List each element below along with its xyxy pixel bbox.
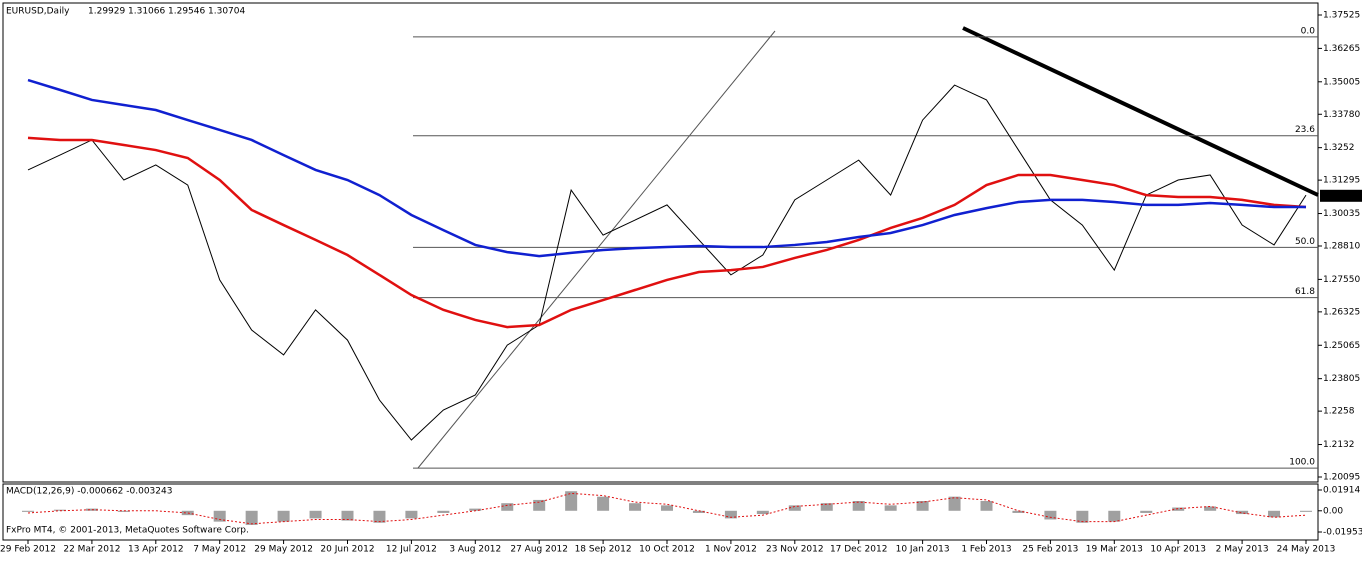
macd-bar	[1268, 510, 1281, 518]
macd-bar	[117, 510, 130, 512]
macd-bar	[533, 499, 546, 511]
x-tick-label: 10 Apr 2013	[1150, 545, 1206, 555]
price-line	[27, 84, 1307, 441]
main-frame	[2, 2, 1319, 483]
macd-bar	[916, 501, 929, 511]
macd-bar	[1076, 510, 1089, 523]
x-tick-label: 19 Mar 2013	[1086, 545, 1143, 555]
y-tick-label: 1.2258	[1323, 407, 1355, 417]
fib-label: 23.6	[1295, 125, 1315, 135]
x-tick-label: 7 May 2012	[193, 545, 246, 555]
header-symbol: EURUSD,Daily	[6, 7, 70, 17]
macd-bar	[1140, 510, 1153, 513]
price-line	[27, 136, 1307, 329]
macd-bar	[181, 510, 194, 516]
macd-bar	[1108, 510, 1121, 522]
y-tick-label: 1.30035	[1323, 209, 1360, 219]
macd-bar	[1012, 510, 1025, 513]
y-tick-label: 1.23805	[1323, 374, 1360, 384]
y-tick-label: 1.35005	[1323, 77, 1360, 87]
y-tick-label: 1.36265	[1323, 44, 1360, 54]
trend-line	[962, 26, 1319, 197]
macd-bar	[724, 510, 737, 519]
macd-bar	[309, 510, 322, 519]
macd-bar	[341, 510, 354, 521]
macd-bar	[22, 510, 34, 512]
macd-bar	[565, 491, 578, 511]
macd-bar	[373, 510, 386, 523]
fib-label: 100.0	[1289, 458, 1315, 468]
macd-bar	[501, 503, 514, 511]
macd-bar	[1172, 507, 1185, 511]
last-price-box	[1320, 189, 1362, 202]
y-tick-label: -0.01953	[1323, 528, 1362, 538]
macd-bar	[469, 508, 482, 511]
macd-bar	[1044, 510, 1057, 520]
y-tick-label: 1.20095	[1323, 473, 1360, 483]
macd-bar	[437, 510, 450, 513]
y-tick-label: 1.28810	[1323, 242, 1360, 252]
macd-bar	[1236, 510, 1249, 515]
x-tick-label: 2 May 2013	[1216, 545, 1269, 555]
x-tick-label: 25 Feb 2013	[1022, 545, 1078, 555]
x-tick-label: 3 Aug 2012	[449, 545, 501, 555]
fib-label: 50.0	[1295, 237, 1315, 247]
macd-title: MACD(12,26,9) -0.000662 -0.003243	[6, 487, 172, 497]
macd-bar	[948, 496, 961, 511]
macd-bar	[1300, 510, 1312, 512]
macd-bar	[692, 510, 705, 513]
macd-bar	[629, 503, 642, 511]
macd-bar	[245, 510, 258, 525]
x-tick-label: 10 Oct 2012	[639, 545, 695, 555]
macd-bar	[53, 509, 66, 511]
y-tick-label: 1.27550	[1323, 275, 1360, 285]
macd-bar	[405, 510, 418, 519]
fib-label: 61.8	[1295, 287, 1315, 297]
macd-bar	[213, 510, 226, 522]
y-tick-label: 1.33780	[1323, 110, 1360, 120]
y-tick-label: 0.00	[1323, 506, 1343, 516]
x-tick-label: 29 Feb 2012	[0, 545, 56, 555]
y-tick-label: 1.2132	[1323, 440, 1355, 450]
header-price: 1.29546	[168, 7, 205, 17]
macd-bar	[788, 505, 801, 511]
macd-bar	[820, 503, 833, 511]
fib-label: 0.0	[1301, 26, 1316, 36]
macd-bar	[597, 496, 610, 511]
macd-bar	[85, 508, 98, 511]
macd-bar	[980, 501, 993, 511]
x-tick-label: 1 Nov 2012	[705, 545, 757, 555]
x-tick-label: 23 Nov 2012	[766, 545, 824, 555]
y-tick-label: 0.01914	[1323, 486, 1360, 496]
x-tick-label: 1 Feb 2013	[961, 545, 1011, 555]
y-tick-label: 1.3252	[1323, 143, 1355, 153]
x-tick-label: 12 Jul 2012	[386, 545, 437, 555]
macd-bar	[852, 501, 865, 511]
price-line	[27, 78, 1306, 258]
x-tick-label: 24 May 2013	[1277, 545, 1336, 555]
x-tick-label: 20 Jun 2012	[320, 545, 374, 555]
x-tick-label: 13 Apr 2012	[128, 545, 184, 555]
header-price: 1.29929	[88, 7, 125, 17]
header-price: 1.31066	[128, 7, 165, 17]
header-price: 1.30704	[208, 7, 245, 17]
macd-bar	[884, 505, 897, 511]
x-tick-label: 22 Mar 2012	[63, 545, 120, 555]
macd-bar	[1204, 506, 1217, 511]
macd-bar	[661, 505, 673, 511]
x-tick-label: 27 Aug 2012	[510, 545, 568, 555]
y-tick-label: 1.37525	[1323, 11, 1360, 21]
macd-bar	[277, 510, 290, 522]
x-tick-label: 10 Jan 2013	[896, 545, 950, 555]
y-tick-label: 1.26325	[1323, 307, 1360, 317]
y-tick-label: 1.25065	[1323, 341, 1360, 351]
last-price-label: 1.30704	[1323, 191, 1360, 201]
y-tick-label: 1.31295	[1323, 176, 1360, 186]
x-tick-label: 29 May 2012	[254, 545, 313, 555]
x-tick-label: 17 Dec 2012	[830, 545, 888, 555]
footer: FxPro MT4, © 2001-2013, MetaQuotes Softw…	[6, 526, 249, 536]
x-tick-label: 18 Sep 2012	[575, 545, 632, 555]
macd-bar	[756, 510, 769, 515]
